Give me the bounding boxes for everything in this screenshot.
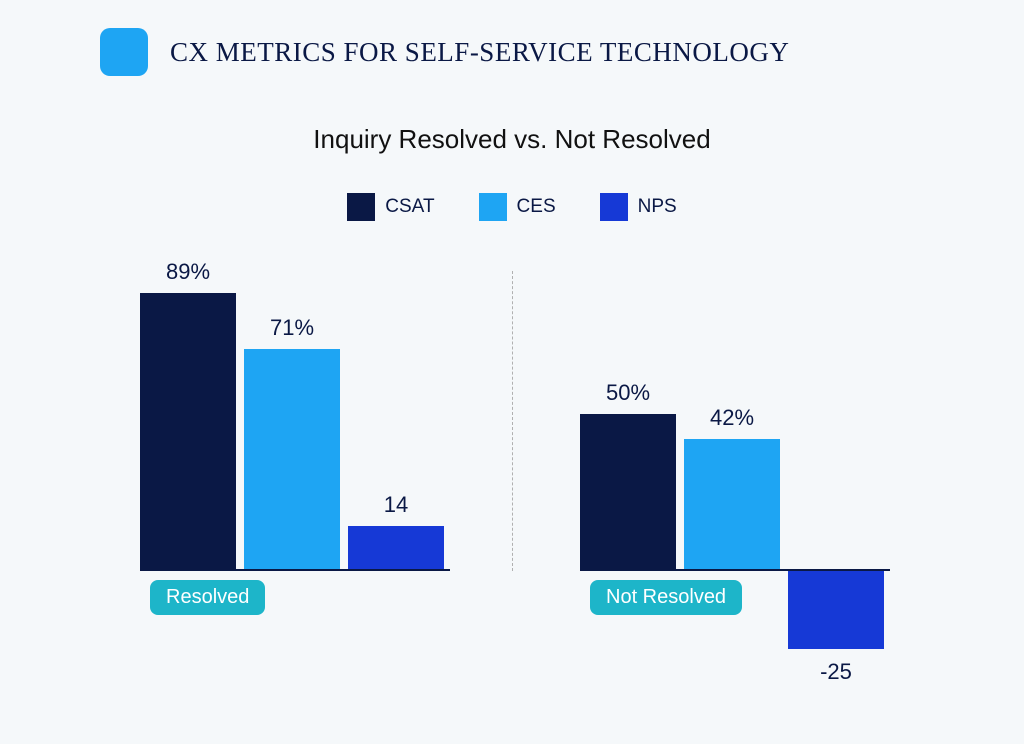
bar-label-not-resolved-ces: 42% [684,405,780,431]
bar-label-resolved-nps: 14 [348,492,444,518]
chart-area: Resolved 89%71%14 Not Resolved 50%42%-25 [0,231,1024,671]
bar-label-not-resolved-csat: 50% [580,380,676,406]
legend-swatch-nps [600,193,628,221]
bar-label-resolved-csat: 89% [140,259,236,285]
category-pill-not-resolved: Not Resolved [590,580,742,615]
page-title: CX METRICS FOR SELF-SERVICE TECHNOLOGY [170,37,789,68]
header-square-icon [100,28,148,76]
bar-not-resolved-csat [580,414,676,569]
bar-resolved-nps [348,526,444,569]
bar-not-resolved-nps [788,571,884,649]
legend: CSAT CES NPS [0,193,1024,221]
legend-item-ces: CES [479,193,556,221]
legend-item-nps: NPS [600,193,677,221]
legend-label-ces: CES [517,196,556,218]
bar-label-resolved-ces: 71% [244,315,340,341]
bar-resolved-ces [244,349,340,569]
legend-swatch-ces [479,193,507,221]
legend-label-nps: NPS [638,196,677,218]
category-pill-resolved: Resolved [150,580,265,615]
bar-not-resolved-ces [684,439,780,569]
bar-resolved-csat [140,293,236,569]
baseline-resolved [140,569,450,571]
header: CX METRICS FOR SELF-SERVICE TECHNOLOGY [0,0,1024,76]
group-divider [512,271,513,571]
chart-subtitle: Inquiry Resolved vs. Not Resolved [0,124,1024,155]
legend-swatch-csat [347,193,375,221]
legend-item-csat: CSAT [347,193,434,221]
legend-label-csat: CSAT [385,196,434,218]
bar-label-not-resolved-nps: -25 [788,659,884,685]
